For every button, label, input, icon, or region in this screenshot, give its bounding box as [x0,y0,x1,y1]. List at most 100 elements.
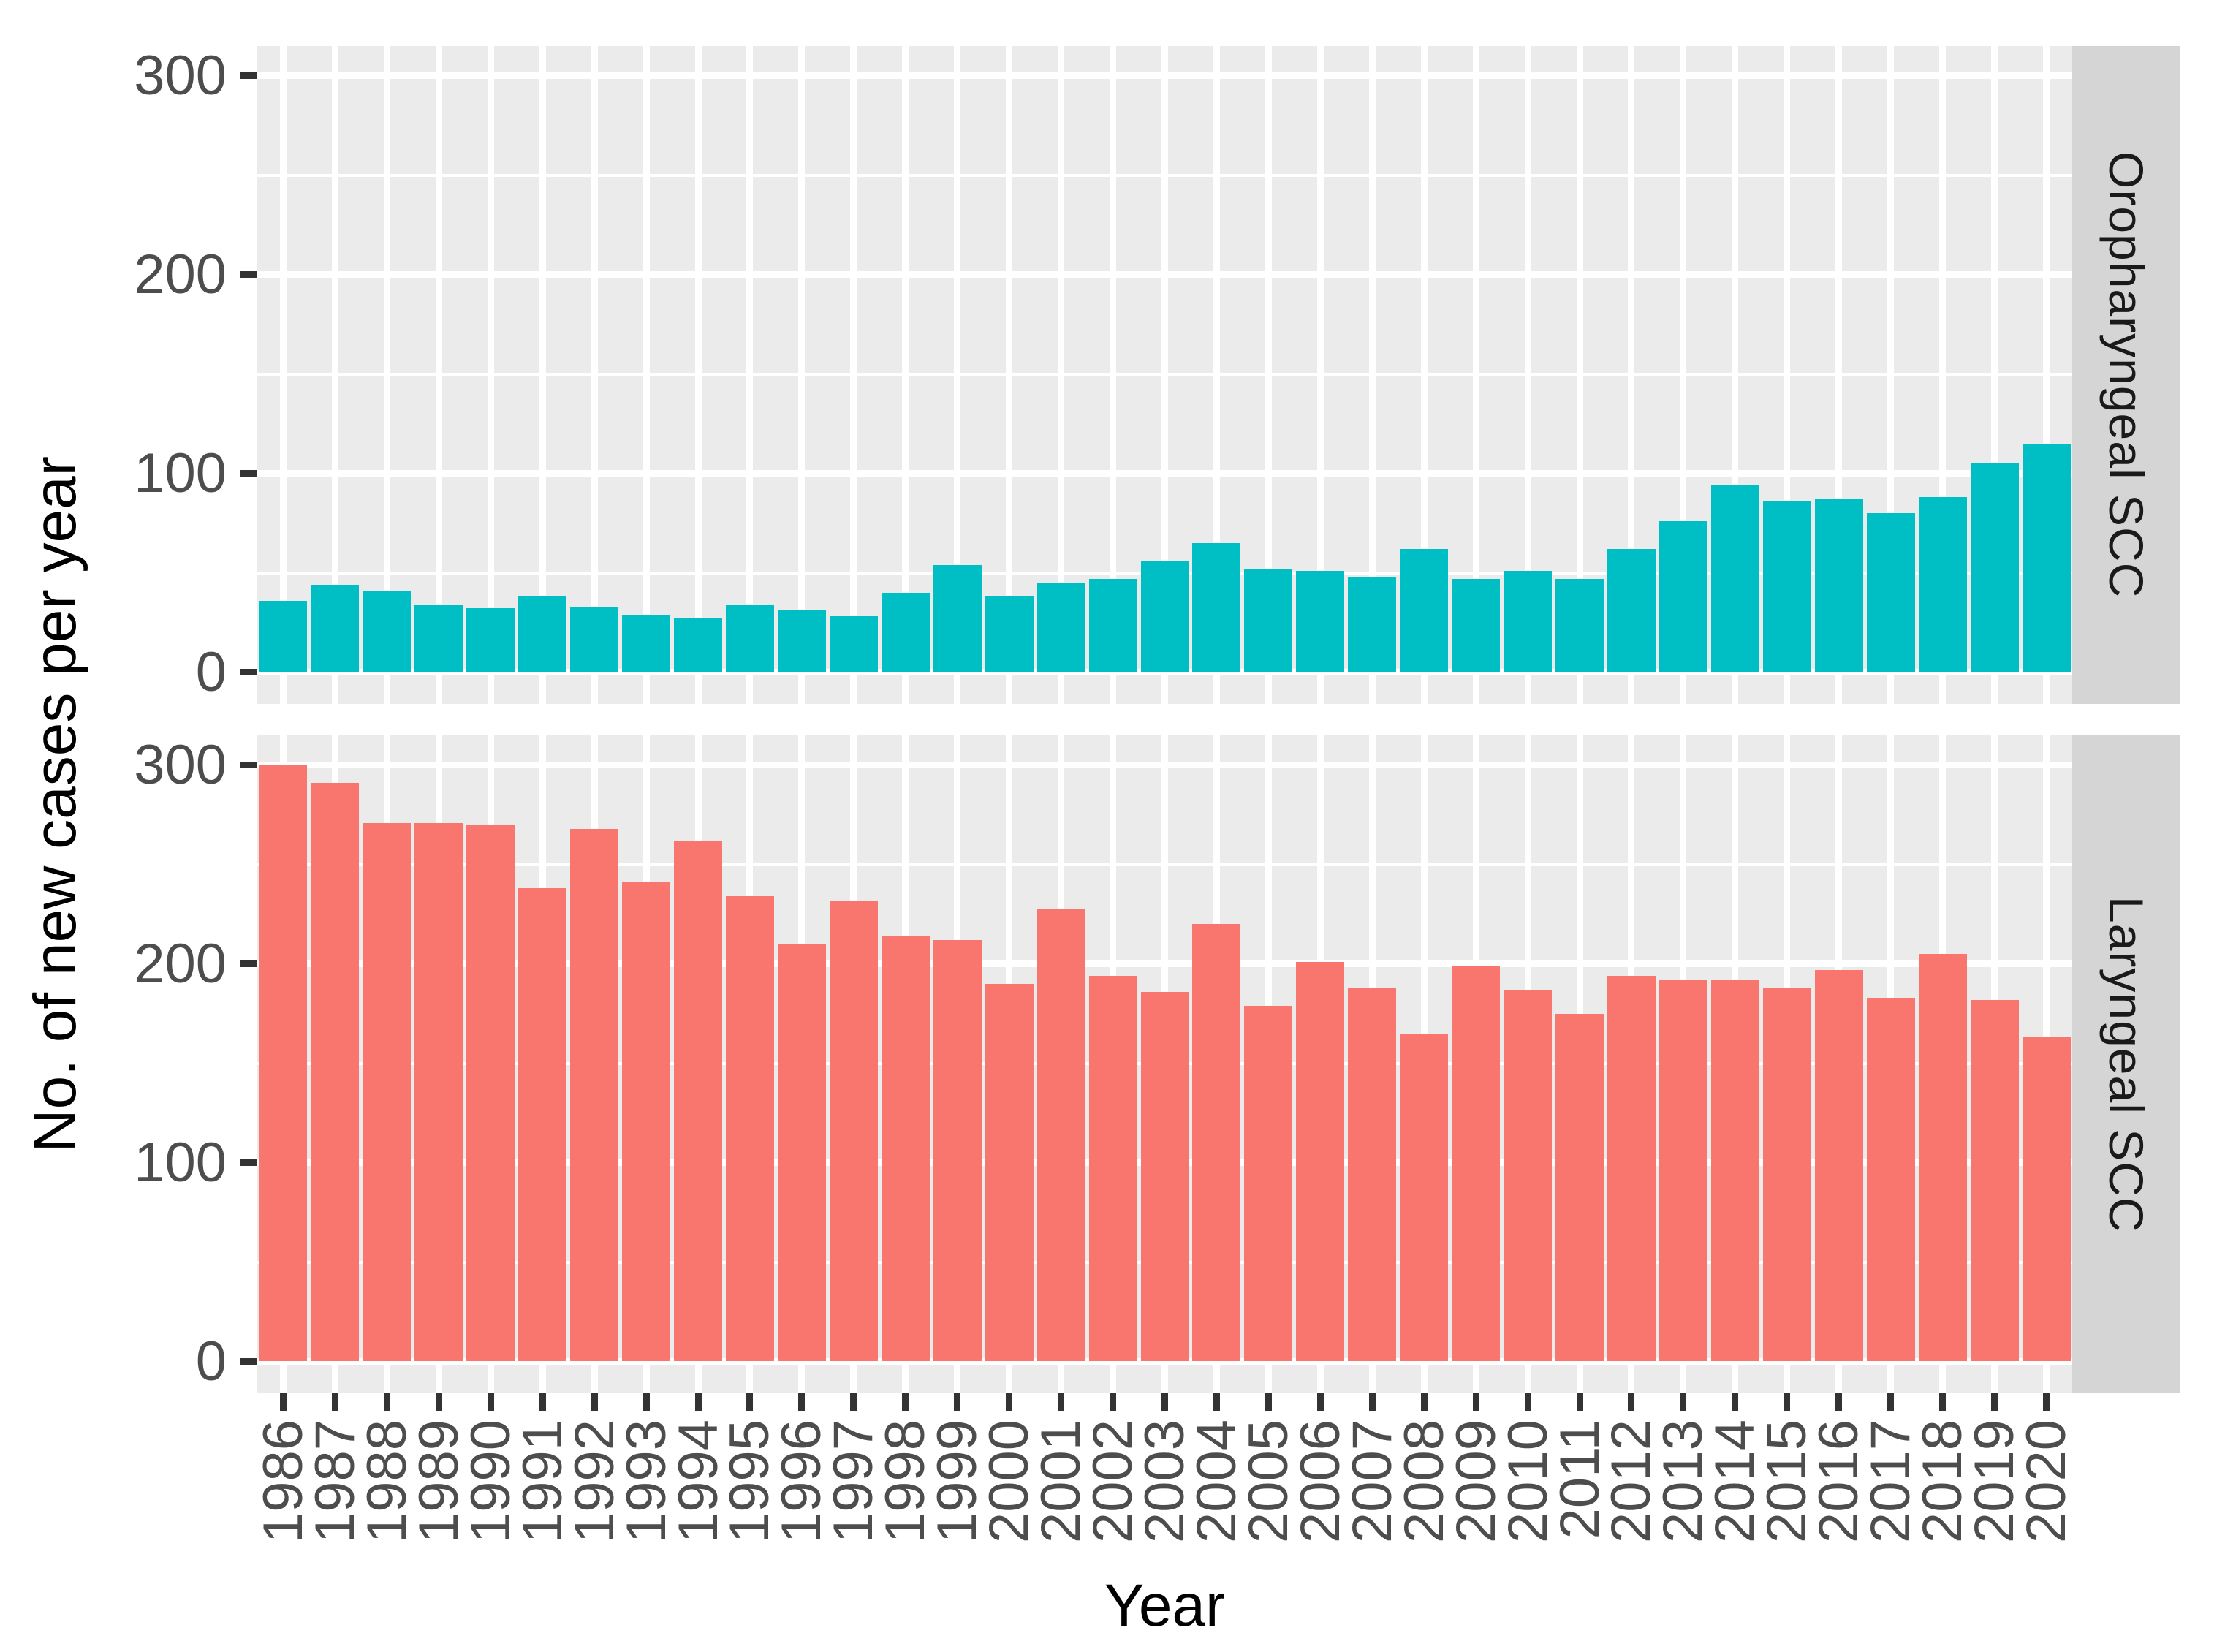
y-tick-label-200: 200 [134,243,227,306]
bar-laryngeal-scc-1989 [414,822,463,1362]
x-tick-mark [1784,1393,1791,1411]
y-tick-label-300: 300 [134,733,227,796]
bar-laryngeal-scc-2002 [1088,976,1137,1362]
bar-laryngeal-scc-1987 [311,783,360,1362]
y-tick-mark [240,72,257,80]
y-tick-label-200: 200 [134,932,227,995]
bar-oropharyngeal-scc-2013 [1659,520,1707,672]
bar-laryngeal-scc-2020 [2022,1037,2071,1362]
bar-laryngeal-scc-2013 [1659,980,1707,1362]
bar-laryngeal-scc-2011 [1555,1013,1604,1362]
bar-laryngeal-scc-2006 [1296,961,1345,1362]
bar-oropharyngeal-scc-2019 [1970,463,2019,672]
y-minor-gridline [257,173,2072,177]
bar-oropharyngeal-scc-2004 [1192,542,1241,672]
bar-oropharyngeal-scc-2001 [1036,583,1085,672]
bar-laryngeal-scc-2004 [1192,924,1241,1362]
bar-laryngeal-scc-1986 [259,765,308,1362]
bar-oropharyngeal-scc-1992 [570,606,619,672]
y-major-gridline [257,271,2072,279]
bar-laryngeal-scc-2017 [1866,997,1915,1362]
bar-oropharyngeal-scc-1998 [881,592,930,672]
bar-oropharyngeal-scc-2010 [1504,570,1553,672]
y-tick-label-100: 100 [134,442,227,504]
bar-laryngeal-scc-2001 [1036,908,1085,1362]
y-major-gridline [257,762,2072,769]
x-tick-mark [1680,1393,1687,1411]
bar-oropharyngeal-scc-1993 [622,614,671,672]
x-tick-mark [539,1393,546,1411]
x-tick-mark [1576,1393,1583,1411]
y-tick-mark [240,960,257,968]
bar-oropharyngeal-scc-2020 [2022,443,2071,672]
bar-laryngeal-scc-2018 [1918,954,1967,1362]
facet-strip-laryngeal-scc: Laryngeal SCC [2072,735,2180,1393]
x-tick-mark [1628,1393,1635,1411]
bar-laryngeal-scc-2003 [1140,991,1189,1362]
y-major-gridline [257,470,2072,477]
x-tick-mark [279,1393,287,1411]
bar-oropharyngeal-scc-1996 [777,610,826,672]
bar-oropharyngeal-scc-2015 [1762,501,1811,672]
y-tick-mark [240,669,257,675]
bar-oropharyngeal-scc-2006 [1296,570,1345,672]
bar-laryngeal-scc-2016 [1814,969,1863,1362]
x-tick-mark [1732,1393,1739,1411]
bar-laryngeal-scc-2000 [985,983,1034,1362]
x-tick-mark [1524,1393,1531,1411]
bar-oropharyngeal-scc-1994 [674,618,722,672]
bar-oropharyngeal-scc-2005 [1244,569,1293,672]
x-tick-mark [1058,1393,1065,1411]
facet-strip-label: Laryngeal SCC [2099,895,2153,1233]
bar-oropharyngeal-scc-2011 [1555,578,1604,672]
bar-oropharyngeal-scc-2008 [1400,548,1449,672]
bar-laryngeal-scc-1988 [363,822,412,1362]
x-tick-label-2020: 2020 [2015,1420,2078,1563]
bar-laryngeal-scc-2015 [1762,988,1811,1362]
y-tick-mark [240,762,257,769]
y-minor-gridline [257,863,2072,866]
y-major-gridline [257,1358,2072,1365]
bar-laryngeal-scc-1992 [570,828,619,1362]
y-tick-mark [240,1159,257,1167]
bar-laryngeal-scc-1997 [829,900,878,1362]
x-tick-label-text: 2020 [2015,1420,2078,1544]
bar-oropharyngeal-scc-2016 [1814,499,1863,672]
y-axis-title: No. of new cases per year [20,95,91,1513]
y-minor-gridline [257,372,2072,376]
x-tick-mark [2043,1393,2050,1411]
bar-oropharyngeal-scc-2000 [985,596,1034,672]
x-tick-mark [1472,1393,1479,1411]
x-tick-mark [694,1393,702,1411]
bar-laryngeal-scc-1998 [881,936,930,1362]
x-tick-mark [1110,1393,1117,1411]
bar-laryngeal-scc-1994 [674,841,722,1362]
bar-laryngeal-scc-1999 [933,940,982,1362]
bar-laryngeal-scc-2012 [1607,976,1656,1362]
bar-laryngeal-scc-2009 [1452,966,1501,1362]
bar-laryngeal-scc-1995 [725,896,774,1362]
x-tick-mark [1835,1393,1843,1411]
facet-strip-label: Oropharyngeal SCC [2099,151,2153,599]
x-tick-mark [383,1393,390,1411]
x-tick-mark [1316,1393,1324,1411]
bar-oropharyngeal-scc-1990 [466,608,515,672]
x-tick-mark [1006,1393,1013,1411]
x-tick-mark [1161,1393,1168,1411]
x-tick-mark [954,1393,961,1411]
y-tick-label-0: 0 [195,1330,227,1393]
bar-laryngeal-scc-2008 [1400,1033,1449,1362]
y-major-gridline [257,669,2072,675]
x-tick-mark [1265,1393,1272,1411]
bar-laryngeal-scc-1990 [466,825,515,1362]
x-tick-mark [643,1393,650,1411]
bar-oropharyngeal-scc-1987 [311,584,360,672]
facet-strip-oropharyngeal-scc: Oropharyngeal SCC [2072,46,2180,704]
bar-oropharyngeal-scc-1999 [933,564,982,672]
x-tick-mark [1213,1393,1220,1411]
y-axis-title-text: No. of new cases per year [22,455,88,1153]
bar-oropharyngeal-scc-2002 [1088,578,1137,672]
x-tick-mark [902,1393,909,1411]
x-tick-mark [331,1393,338,1411]
